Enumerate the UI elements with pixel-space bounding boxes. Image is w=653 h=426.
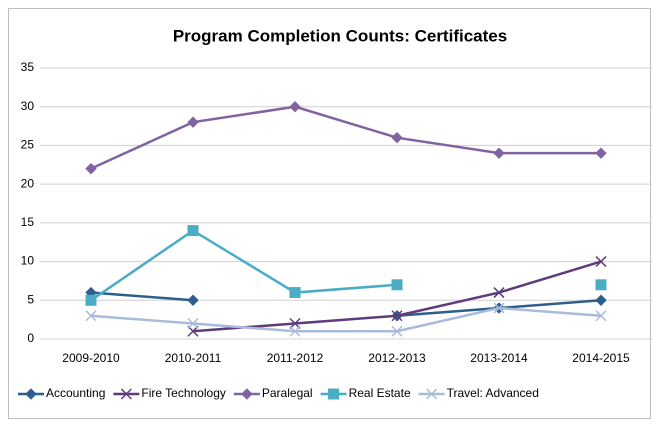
marker	[493, 302, 505, 314]
x-tick-label: 2014-2015	[572, 351, 630, 365]
marker	[391, 310, 403, 322]
marker	[187, 325, 199, 337]
legend-marker	[241, 388, 253, 400]
chart-border	[8, 8, 651, 419]
marker	[595, 310, 607, 322]
marker	[595, 256, 607, 268]
marker	[85, 162, 97, 175]
marker	[595, 294, 607, 306]
legend-marker	[25, 388, 37, 400]
marker	[289, 325, 301, 337]
marker	[493, 147, 505, 159]
series-line	[90, 105, 601, 170]
y-tick-label: 20	[21, 176, 35, 190]
marker	[187, 317, 199, 330]
y-tick-label: 25	[21, 138, 35, 152]
legend-label: Travel: Advanced	[447, 386, 539, 400]
marker	[85, 310, 97, 322]
y-tick-label: 0	[27, 331, 34, 345]
y-tick-label: 15	[21, 215, 35, 229]
marker	[187, 294, 199, 306]
marker	[187, 116, 199, 128]
legend-label: Accounting	[46, 386, 105, 400]
chart-title: Program Completion Counts: Certificates	[173, 26, 507, 45]
legend-label: Paralegal	[262, 386, 313, 400]
legend-marker	[328, 388, 340, 400]
marker	[391, 279, 403, 291]
y-tick-label: 35	[21, 60, 35, 74]
series-line	[90, 306, 602, 333]
x-tick-label: 2009-2010	[62, 351, 120, 365]
marker	[391, 325, 403, 337]
legend-marker	[426, 388, 438, 400]
marker	[391, 131, 403, 144]
y-tick-label: 30	[21, 99, 35, 113]
marker	[85, 294, 97, 306]
legend-label: Fire Technology	[141, 386, 226, 400]
x-tick-label: 2011-2012	[267, 351, 324, 365]
x-tick-label: 2012-2013	[368, 351, 426, 365]
marker	[289, 287, 301, 299]
marker	[595, 147, 607, 159]
y-tick-label: 10	[21, 254, 35, 268]
legend-marker	[120, 388, 132, 400]
y-tick-label: 5	[27, 292, 34, 306]
marker	[289, 101, 301, 113]
x-tick-label: 2013-2014	[470, 351, 528, 365]
marker	[289, 317, 301, 330]
marker	[493, 287, 505, 299]
marker	[187, 225, 199, 237]
x-tick-label: 2010-2011	[165, 351, 222, 365]
marker	[595, 279, 607, 291]
legend-label: Real Estate	[349, 386, 411, 400]
